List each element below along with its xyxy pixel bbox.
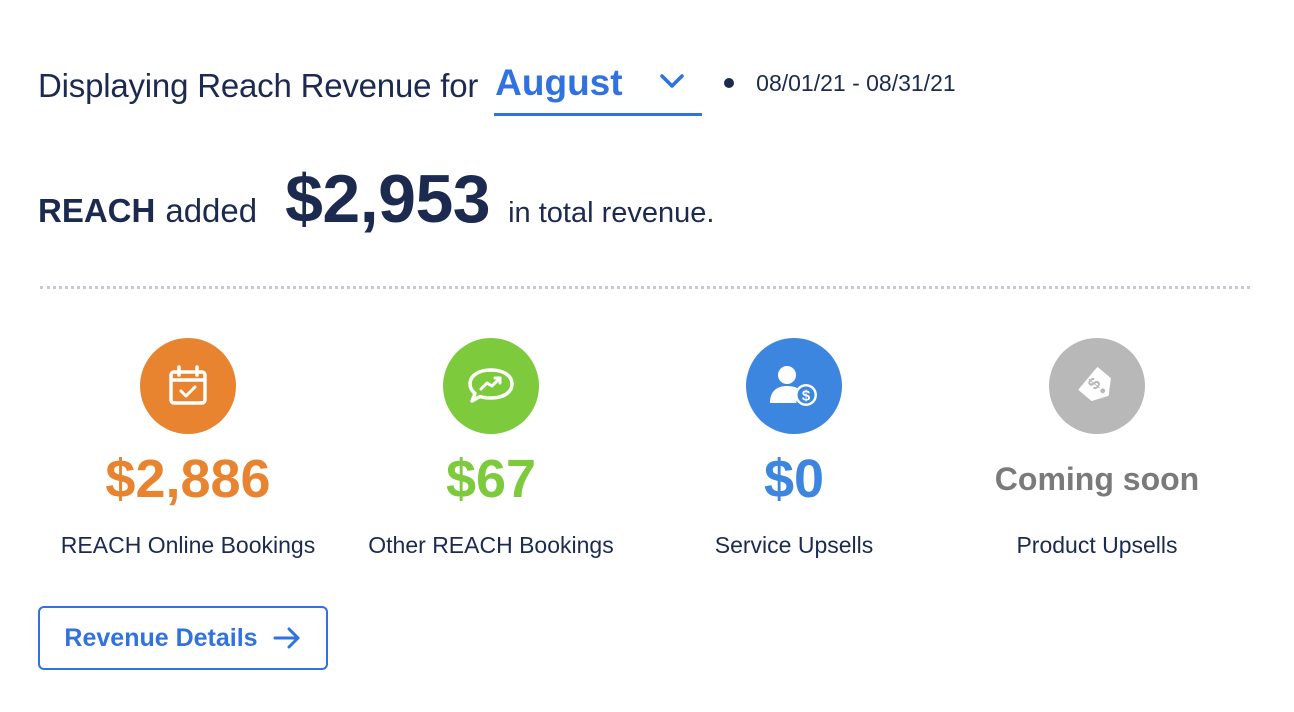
user-dollar-icon: $ <box>770 366 817 406</box>
metric-value: $2,886 <box>105 449 271 509</box>
date-range: 08/01/21 - 08/31/21 <box>724 70 956 97</box>
bullet-dot <box>724 78 735 88</box>
brand-name: REACH <box>38 192 156 229</box>
price-tag-icon: $ <box>1078 367 1111 401</box>
metric-icon-circle <box>443 338 539 434</box>
revenue-header: Displaying Reach Revenue for August 08/0… <box>38 56 956 116</box>
metric-product-upsells: $ Coming soon Product Upsells <box>947 338 1247 559</box>
total-revenue-summary: REACH added $2,953 in total revenue. <box>38 160 714 238</box>
month-dropdown[interactable]: August <box>494 60 703 116</box>
revenue-details-label: Revenue Details <box>64 623 258 652</box>
dotted-divider <box>40 286 1250 289</box>
metric-label: REACH Online Bookings <box>60 532 316 558</box>
metric-online-bookings: $2,886 REACH Online Bookings <box>38 338 338 559</box>
calendar-check-icon <box>169 365 207 405</box>
metric-label: Other REACH Bookings <box>368 532 614 558</box>
month-dropdown-value: August <box>495 61 623 103</box>
total-revenue-amount: $2,953 <box>285 161 491 237</box>
revenue-details-button[interactable]: Revenue Details <box>38 606 328 670</box>
metric-service-upsells: $ $0 Service Upsells <box>644 338 944 559</box>
metric-value: $67 <box>445 449 537 509</box>
metric-label: Product Upsells <box>1016 532 1178 558</box>
metric-value: $0 <box>763 449 825 509</box>
svg-text:$: $ <box>802 388 811 405</box>
added-text: added <box>165 192 258 229</box>
header-title: Displaying Reach Revenue for <box>38 67 479 104</box>
metric-value: Coming soon <box>994 461 1200 497</box>
metric-icon-circle <box>140 338 236 434</box>
chat-trend-icon <box>468 368 514 403</box>
metric-icon-circle: $ <box>746 338 842 434</box>
metric-icon-circle: $ <box>1049 338 1145 434</box>
total-revenue-suffix: in total revenue. <box>508 197 715 229</box>
metric-label: Service Upsells <box>714 532 874 558</box>
metric-other-bookings: $67 Other REACH Bookings <box>341 338 641 559</box>
arrow-right-icon <box>273 627 300 649</box>
chevron-down-icon <box>660 73 684 88</box>
date-range-text: 08/01/21 - 08/31/21 <box>756 69 956 96</box>
